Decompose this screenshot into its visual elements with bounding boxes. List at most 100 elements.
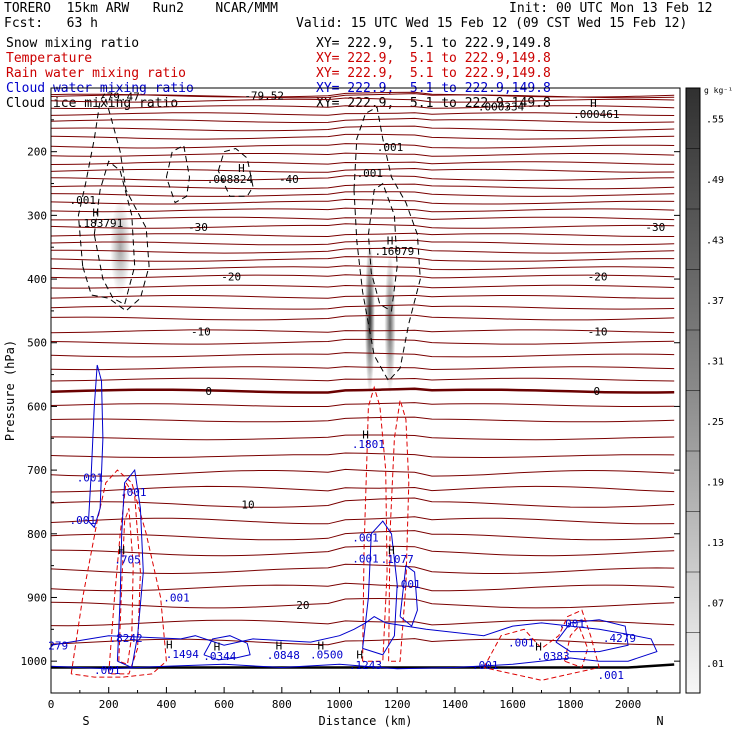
colorbar-unit: g kg⁻¹ [704, 86, 733, 95]
x-end-label-south: S [82, 714, 89, 728]
isotherm-10 [50, 497, 675, 508]
isotherm-label: -79.47 [100, 90, 140, 103]
cloud-water-contour [399, 564, 418, 627]
isotherm-line [51, 216, 675, 221]
isotherm-line [50, 402, 675, 407]
plot-border [50, 87, 681, 694]
isotherm-line [50, 304, 675, 310]
high-marker: H [317, 640, 324, 653]
colorbar-label: .43 [706, 235, 724, 246]
value-annotation: .001 [559, 617, 586, 630]
colorbar-label: .31 [706, 356, 724, 367]
temperature-contours: -79.47 -79.52 -40 -30 -30 -20 -20 -10 -10 0 0 10 20 [50, 90, 675, 669]
value-annotation: 279 [48, 640, 68, 653]
x-tick-label: 1600 [499, 698, 526, 711]
high-marker: H [590, 97, 597, 110]
isotherm-line [50, 232, 675, 238]
rain-contour [483, 609, 600, 681]
y-tick-label: 1000 [21, 655, 48, 668]
value-annotation: .1494 [166, 648, 199, 661]
high-marker: H [238, 162, 245, 175]
value-annotation: .4279 [603, 632, 636, 645]
isotherm--10 [50, 329, 675, 334]
x-tick-label: 1000 [326, 698, 353, 711]
isotherm-line [50, 256, 675, 262]
x-tick-label: 0 [48, 698, 55, 711]
y-axis-title: Pressure (hPa) [3, 340, 17, 441]
isotherm-label: 20 [296, 599, 309, 612]
isotherm-line [50, 530, 675, 541]
high-marker: H [535, 640, 542, 653]
value-annotation: .001 [357, 167, 384, 180]
isotherm-line [50, 143, 675, 149]
value-annotation: .0383 [536, 650, 569, 663]
isotherm--79.52 [50, 91, 675, 98]
x-tick-label: 1400 [442, 698, 469, 711]
rain-contour [362, 385, 388, 662]
rain-contour [388, 399, 410, 662]
snow-shading-layer [110, 199, 396, 394]
model-title: TORERO 15km ARW Run2 NCAR/MMM [4, 1, 278, 16]
legend-cloudice-label: Cloud ice mixing ratio [6, 96, 179, 111]
cloud-water-contour [88, 364, 104, 529]
cloud-water-contours [50, 364, 658, 670]
isotherm-line [50, 284, 675, 289]
cloud-water-contour [50, 616, 658, 670]
left-snow-core [110, 199, 131, 295]
y-tick-label: 800 [27, 528, 47, 541]
value-annotation: .183791 [77, 217, 123, 230]
x-tick-label: 1200 [384, 698, 411, 711]
cloud-ice-contour [93, 160, 136, 306]
high-marker: H [362, 428, 369, 441]
isotherm-label: -79.52 [244, 90, 284, 103]
value-annotation: .001 [77, 472, 104, 485]
value-annotation: .001 [94, 664, 121, 677]
value-annotation: .001 [352, 552, 379, 565]
high-marker: H [387, 235, 394, 248]
isotherm-line [50, 112, 675, 116]
rain-contours [70, 385, 600, 681]
cloud-water-contour [362, 520, 398, 656]
high-marker: H [276, 640, 283, 653]
isotherm-line [50, 434, 675, 441]
legend-temp-label: Temperature [6, 51, 93, 66]
x-tick-label: 200 [99, 698, 119, 711]
isotherm-label: -20 [221, 271, 241, 284]
colorbar-label: .49 [706, 175, 724, 186]
isotherm-line [50, 563, 675, 575]
isotherm-line [50, 377, 675, 382]
right-snow-core-2 [384, 253, 396, 394]
isotherm-label: 0 [593, 385, 600, 398]
isotherm-line [50, 468, 675, 477]
isotherm-label: 0 [205, 385, 212, 398]
y-tick-label: 700 [27, 464, 47, 477]
isotherm-label: -40 [279, 173, 299, 186]
isotherm-label: -20 [588, 271, 608, 284]
isotherm-line [50, 545, 675, 557]
isotherm-label: -10 [191, 325, 211, 338]
value-annotation: .001 [377, 141, 404, 154]
y-tick-label: 400 [27, 273, 47, 286]
isotherm-line [50, 161, 675, 165]
colorbar-label: .01 [706, 659, 724, 670]
isotherm-line [50, 582, 675, 592]
isotherm-line [50, 117, 675, 123]
value-annotation: .001 [352, 531, 379, 544]
colorbar-label: .37 [706, 296, 724, 307]
value-annotation: .1243 [349, 659, 382, 672]
legend-temp-xy: XY= 222.9, 5.1 to 222.9,149.8 [316, 51, 551, 66]
isotherm-line [50, 167, 675, 173]
rain-contour [70, 469, 167, 678]
isotherm-line [50, 152, 675, 157]
value-annotation: .1801 [352, 438, 385, 451]
cloud-ice-contour [217, 147, 254, 197]
isotherm--30 [50, 223, 675, 229]
isotherm-line [50, 294, 675, 299]
rain-contour [564, 625, 589, 669]
cloud-water-contour [555, 619, 629, 653]
isotherm-label: -30 [188, 221, 208, 234]
value-annotation: .000334 [478, 100, 525, 113]
value-annotation: .001 [120, 486, 147, 499]
value-annotation: .16079 [374, 245, 414, 258]
